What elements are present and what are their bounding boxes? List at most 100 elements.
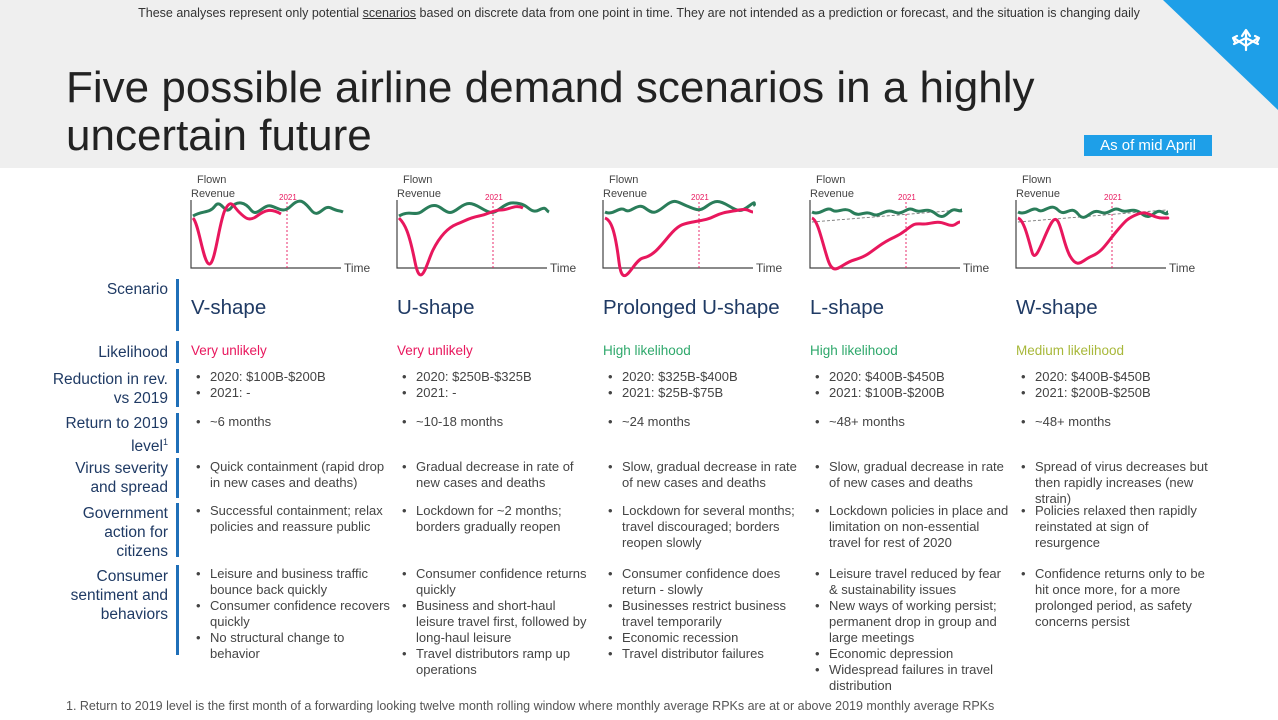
consumer-list: Confidence returns only to be hit once m…: [1016, 566, 1216, 630]
chart-2021-label: 2021: [279, 193, 297, 202]
reduction-list: 2020: $250B-$325B2021: -: [397, 369, 597, 401]
chart-2021-label: 2021: [691, 193, 709, 202]
disclaimer: These analyses represent only potential …: [0, 6, 1278, 20]
reduction-list-cell: 2020: $400B-$450B2021: $200B-$250B: [1016, 369, 1216, 401]
virus-list-cell: Spread of virus decreases but then rapid…: [1016, 459, 1216, 507]
virus-list-cell: Slow, gradual decrease in rate of new ca…: [810, 459, 1010, 491]
chart-axis: [396, 200, 547, 269]
chart-baseline-curve: [811, 207, 963, 218]
list-item: Slow, gradual decrease in rate of new ca…: [603, 459, 803, 491]
scenario-chart: Flown Revenue 2021 Time: [809, 174, 990, 275]
header-band: [0, 0, 1278, 168]
reduction-list: 2020: $400B-$450B2021: $100B-$200B: [810, 369, 1010, 401]
list-item: Lockdown for several months; travel disc…: [603, 503, 803, 551]
list-item: Slow, gradual decrease in rate of new ca…: [810, 459, 1010, 491]
consumer-list: Consumer confidence returns quicklyBusin…: [397, 566, 597, 678]
chart-x-label: Time: [756, 261, 783, 275]
page-title: Five possible airline demand scenarios i…: [66, 63, 1035, 160]
list-item: ~24 months: [603, 414, 803, 430]
chart-y-label-line1: Flown: [403, 174, 432, 186]
virus-list-cell: Slow, gradual decrease in rate of new ca…: [603, 459, 803, 491]
consumer-list: Consumer confidence does return - slowly…: [603, 566, 803, 662]
list-item: Travel distributors ramp up operations: [397, 646, 597, 678]
scenario-chart: Flown Revenue 2021 Time: [396, 174, 577, 277]
virus-list: Slow, gradual decrease in rate of new ca…: [603, 459, 803, 491]
list-item: Consumer confidence returns quickly: [397, 566, 597, 598]
footnote: 1. Return to 2019 level is the first mon…: [66, 699, 995, 713]
scenario-column: Flown Revenue 2021 Time V-shape Very unlikely…: [190, 172, 391, 697]
list-item: 2020: $400B-$450B: [810, 369, 1010, 385]
return-list-cell: ~6 months: [191, 414, 391, 430]
consumer-list-cell: Leisure travel reduced by fear & sustain…: [810, 566, 1010, 694]
scenario-chart: Flown Revenue 2021 Time: [190, 174, 371, 275]
chart-baseline-curve: [398, 201, 550, 218]
chart-scenario-curve: [811, 216, 961, 271]
chart-y-label-line2: Revenue: [810, 188, 854, 200]
row-label-government: Government action for citizens: [82, 505, 168, 560]
list-item: Consumer confidence does return - slowly: [603, 566, 803, 598]
divider-government: [176, 503, 179, 557]
government-list-cell: Lockdown for ~2 months; borders graduall…: [397, 503, 597, 535]
return-list-cell: ~24 months: [603, 414, 803, 430]
scenario-column: Flown Revenue 2021 Time U-shape Very unlikely…: [396, 172, 597, 697]
scenario-name: Prolonged U-shape: [603, 296, 780, 319]
scenario-name: L-shape: [810, 296, 885, 319]
list-item: 2021: $25B-$75B: [603, 385, 803, 401]
list-item: Lockdown policies in place and limitatio…: [810, 503, 1010, 551]
list-item: Businesses restrict business travel temp…: [603, 598, 803, 630]
return-list: ~48+ months: [1016, 414, 1216, 430]
government-list-cell: Lockdown policies in place and limitatio…: [810, 503, 1010, 551]
list-item: ~6 months: [191, 414, 391, 430]
chart-scenario-curve: [1017, 211, 1170, 265]
chart-axis: [809, 200, 960, 269]
government-list-cell: Lockdown for several months; travel disc…: [603, 503, 803, 551]
chart-scenario-curve: [191, 202, 282, 266]
chart-y-label-line1: Flown: [816, 174, 845, 186]
list-item: Leisure and business traffic bounce back…: [191, 566, 391, 598]
disclaimer-text-end: based on discrete data from one point in…: [416, 6, 1140, 20]
government-list: Lockdown for several months; travel disc…: [603, 503, 803, 551]
government-list-cell: Policies relaxed then rapidly reinstated…: [1016, 503, 1216, 551]
return-list-cell: ~10-18 months: [397, 414, 597, 430]
chart-y-label-line1: Flown: [1022, 174, 1051, 186]
list-item: Spread of virus decreases but then rapid…: [1016, 459, 1216, 507]
list-item: 2020: $400B-$450B: [1016, 369, 1216, 385]
list-item: No structural change to behavior: [191, 630, 391, 662]
virus-list: Quick containment (rapid drop in new cas…: [191, 459, 391, 491]
scenario-column: Flown Revenue 2021 Time L-shape High likeliho…: [809, 172, 1010, 697]
consumer-list-cell: Confidence returns only to be hit once m…: [1016, 566, 1216, 630]
likelihood-value: Very unlikely: [397, 343, 473, 358]
chart-y-label-line1: Flown: [609, 174, 638, 186]
row-label-return: Return to 2019 level1: [50, 414, 168, 456]
scenarios-link[interactable]: scenarios: [362, 6, 417, 20]
reduction-list: 2020: $325B-$400B2021: $25B-$75B: [603, 369, 803, 401]
chart-baseline-curve: [1017, 205, 1169, 219]
government-list: Lockdown policies in place and limitatio…: [810, 503, 1010, 551]
virus-list: Spread of virus decreases but then rapid…: [1016, 459, 1216, 507]
row-label-reduction: Reduction in rev. vs 2019: [52, 371, 168, 407]
chart-y-label-line2: Revenue: [1016, 188, 1060, 200]
list-item: ~48+ months: [810, 414, 1010, 430]
list-item: New ways of working persist; permanent d…: [810, 598, 1010, 646]
reduction-list-cell: 2020: $100B-$200B2021: -: [191, 369, 391, 401]
list-item: Business and short-haul leisure travel f…: [397, 598, 597, 646]
chart-y-label-line1: Flown: [197, 174, 226, 186]
list-item: 2021: -: [191, 385, 391, 401]
virus-list-cell: Quick containment (rapid drop in new cas…: [191, 459, 391, 491]
list-item: Widespread failures in travel distributi…: [810, 662, 1010, 694]
row-label-virus: Virus severity and spread: [75, 460, 168, 496]
chart-axis: [190, 200, 341, 269]
return-list: ~48+ months: [810, 414, 1010, 430]
chart-2021-label: 2021: [898, 193, 916, 202]
divider-reduction: [176, 369, 179, 407]
list-item: Policies relaxed then rapidly reinstated…: [1016, 503, 1216, 551]
chart-scenario-curve: [397, 205, 524, 277]
reduction-list: 2020: $400B-$450B2021: $200B-$250B: [1016, 369, 1216, 401]
scenario-chart: Flown Revenue 2021 Time: [602, 174, 783, 278]
list-item: Confidence returns only to be hit once m…: [1016, 566, 1216, 630]
list-item: Economic depression: [810, 646, 1010, 662]
list-item: Travel distributor failures: [603, 646, 803, 662]
government-list-cell: Successful containment; relax policies a…: [191, 503, 391, 535]
list-item: ~10-18 months: [397, 414, 597, 430]
divider-scenario: [176, 279, 179, 331]
